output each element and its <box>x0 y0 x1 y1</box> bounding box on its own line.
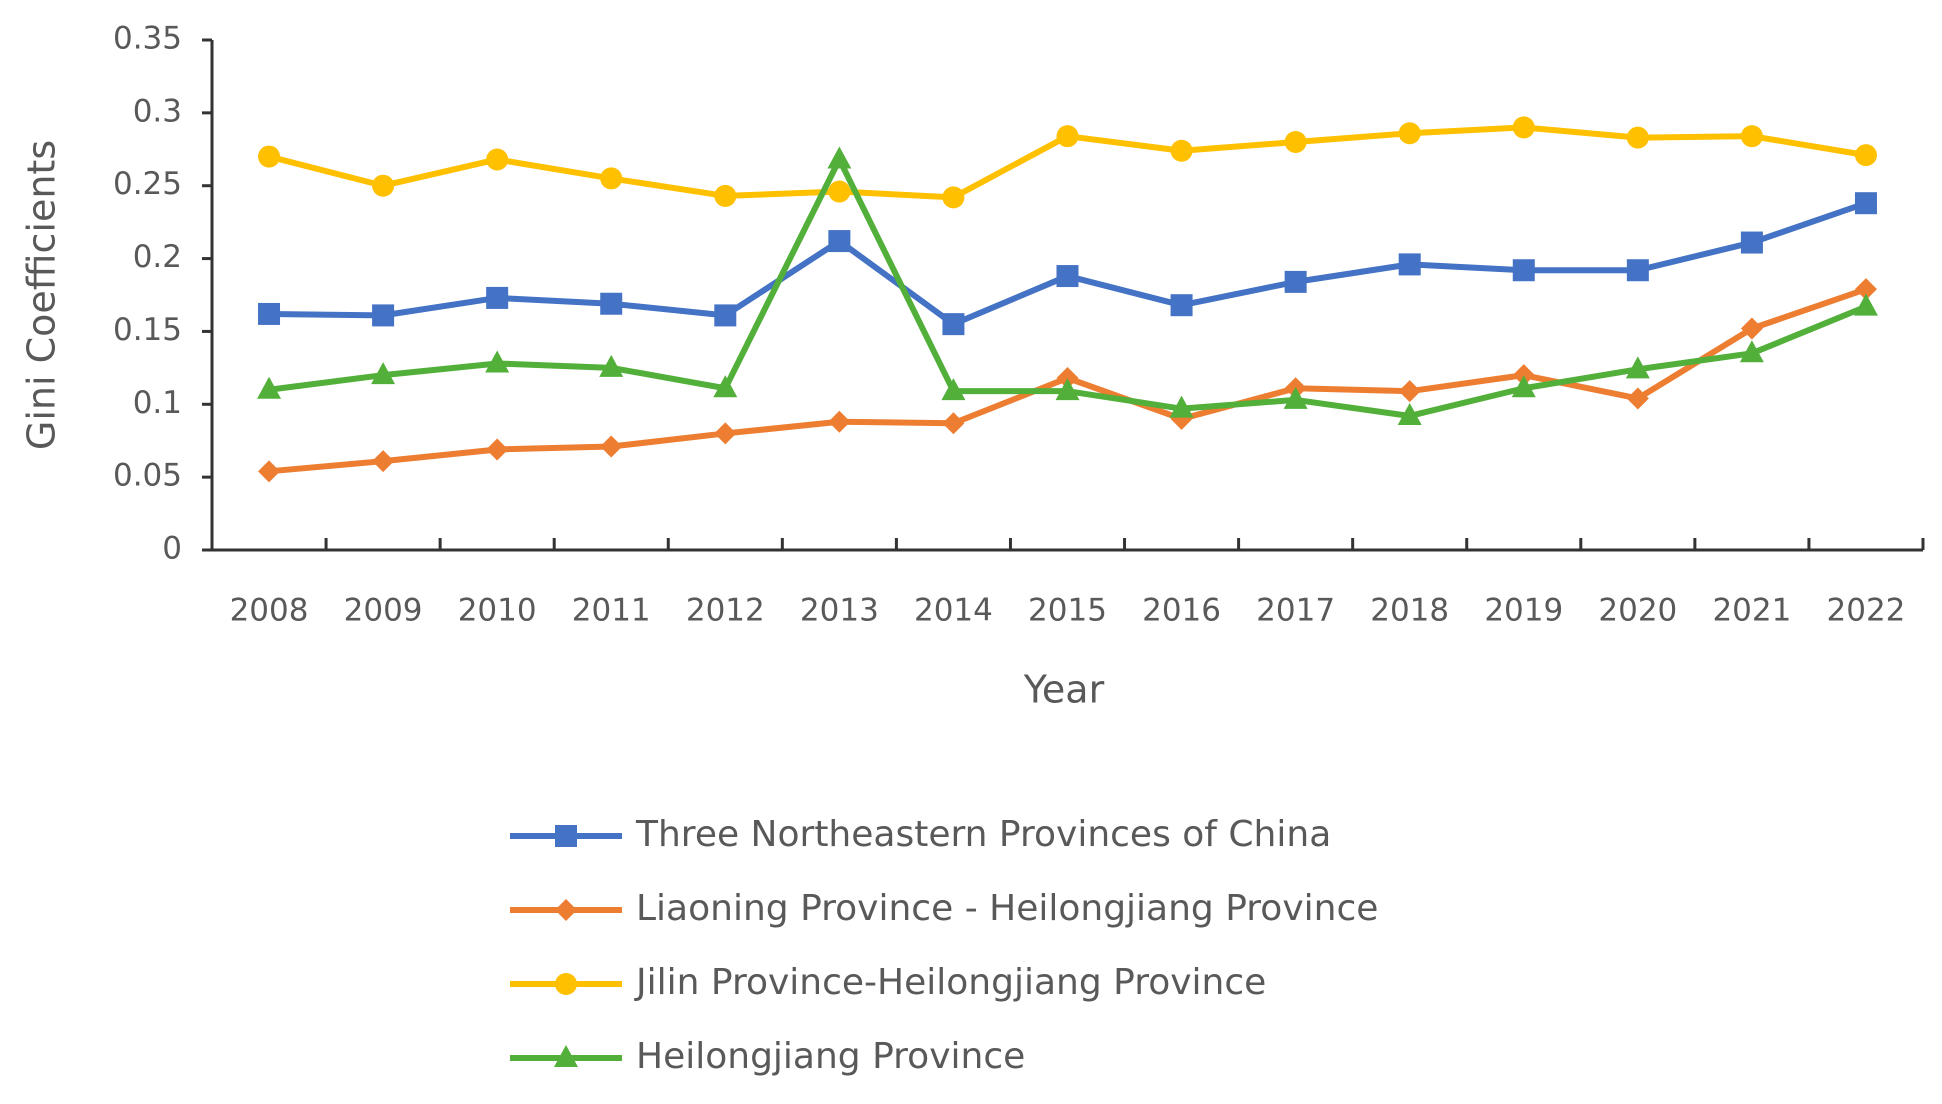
data-point <box>828 230 851 253</box>
x-axis-title: Year <box>1023 668 1105 712</box>
data-point <box>600 292 623 315</box>
data-point <box>1169 395 1194 418</box>
data-point <box>1398 122 1421 145</box>
x-tick-label: 2008 <box>230 593 309 629</box>
data-point <box>827 146 852 169</box>
data-point <box>258 302 281 325</box>
data-point <box>1625 356 1650 379</box>
data-point <box>1055 378 1080 401</box>
data-point <box>1740 125 1763 148</box>
data-point <box>1853 293 1878 316</box>
y-tick-label: 0.35 <box>113 21 182 57</box>
data-point <box>1512 364 1535 387</box>
y-tick-label: 0.25 <box>113 166 182 202</box>
x-tick-label: 2017 <box>1256 593 1335 629</box>
x-tick-label: 2010 <box>458 593 537 629</box>
data-point <box>1739 340 1764 363</box>
y-tick-label: 0.05 <box>113 458 182 494</box>
x-tick-label: 2009 <box>344 593 423 629</box>
data-point <box>486 286 509 309</box>
data-point <box>1284 270 1307 293</box>
legend-label: Three Northeastern Provinces of China <box>635 814 1331 855</box>
x-tick-label: 2019 <box>1484 593 1563 629</box>
data-point <box>600 167 623 190</box>
x-tick-label: 2016 <box>1142 593 1221 629</box>
data-point <box>714 184 737 207</box>
legend-label: Liaoning Province - Heilongjiang Provinc… <box>636 888 1378 929</box>
data-point <box>1284 131 1307 153</box>
data-point <box>714 422 737 445</box>
data-point <box>1512 259 1535 282</box>
y-tick-label: 0.1 <box>133 385 182 421</box>
y-tick-label: 0.15 <box>113 312 182 348</box>
legend-marker <box>554 1045 578 1067</box>
data-point <box>713 375 738 398</box>
x-tick-label: 2013 <box>800 593 879 629</box>
data-point <box>1626 126 1649 149</box>
y-tick-label: 0 <box>162 531 182 567</box>
data-point <box>1056 125 1079 148</box>
x-tick-label: 2021 <box>1712 593 1791 629</box>
x-tick-label: 2011 <box>572 593 651 629</box>
data-point <box>941 378 966 401</box>
data-point <box>258 145 281 168</box>
series-line <box>268 200 1867 328</box>
data-point <box>1398 253 1421 276</box>
legend-marker <box>555 973 577 995</box>
data-point <box>942 313 965 336</box>
data-point <box>1854 192 1877 215</box>
x-tick-label: 2012 <box>686 593 765 629</box>
data-point <box>1511 375 1536 398</box>
data-point <box>1398 380 1421 403</box>
data-point <box>1740 231 1763 254</box>
data-point <box>1056 367 1079 390</box>
x-tick-label: 2022 <box>1827 593 1906 629</box>
data-point <box>257 376 282 399</box>
data-point <box>1397 402 1422 425</box>
data-point <box>1740 317 1763 340</box>
y-axis-title: Gini Coefficients <box>20 140 64 450</box>
data-point <box>1626 259 1649 282</box>
y-tick-label: 0.2 <box>133 239 182 275</box>
data-point <box>942 412 965 435</box>
data-point <box>1854 278 1877 301</box>
data-point <box>714 304 737 327</box>
data-point <box>486 148 509 171</box>
data-point <box>1854 144 1877 167</box>
data-point <box>485 350 510 373</box>
data-point <box>600 435 623 458</box>
y-tick-label: 0.3 <box>133 93 182 129</box>
data-point <box>372 174 395 197</box>
x-tick-label: 2015 <box>1028 593 1107 629</box>
data-point <box>486 438 509 461</box>
data-point <box>942 186 965 209</box>
x-tick-label: 2014 <box>914 593 993 629</box>
legend-label: Jilin Province-Heilongjiang Province <box>634 962 1266 1003</box>
data-point <box>258 460 281 483</box>
data-point <box>1170 139 1193 162</box>
data-point <box>828 410 851 433</box>
legend-label: Heilongjiang Province <box>636 1036 1025 1077</box>
data-point <box>1512 116 1535 139</box>
data-point <box>1626 387 1649 410</box>
data-point <box>828 180 851 203</box>
data-point <box>372 304 395 327</box>
x-tick-label: 2018 <box>1370 593 1449 629</box>
x-tick-label: 2020 <box>1598 593 1677 629</box>
data-point <box>1056 265 1079 288</box>
legend-marker <box>555 899 577 921</box>
data-point <box>371 362 396 385</box>
data-point <box>1170 294 1193 317</box>
data-point <box>599 354 624 377</box>
data-point <box>1283 386 1308 409</box>
legend-marker <box>555 825 577 847</box>
data-point <box>372 450 395 473</box>
